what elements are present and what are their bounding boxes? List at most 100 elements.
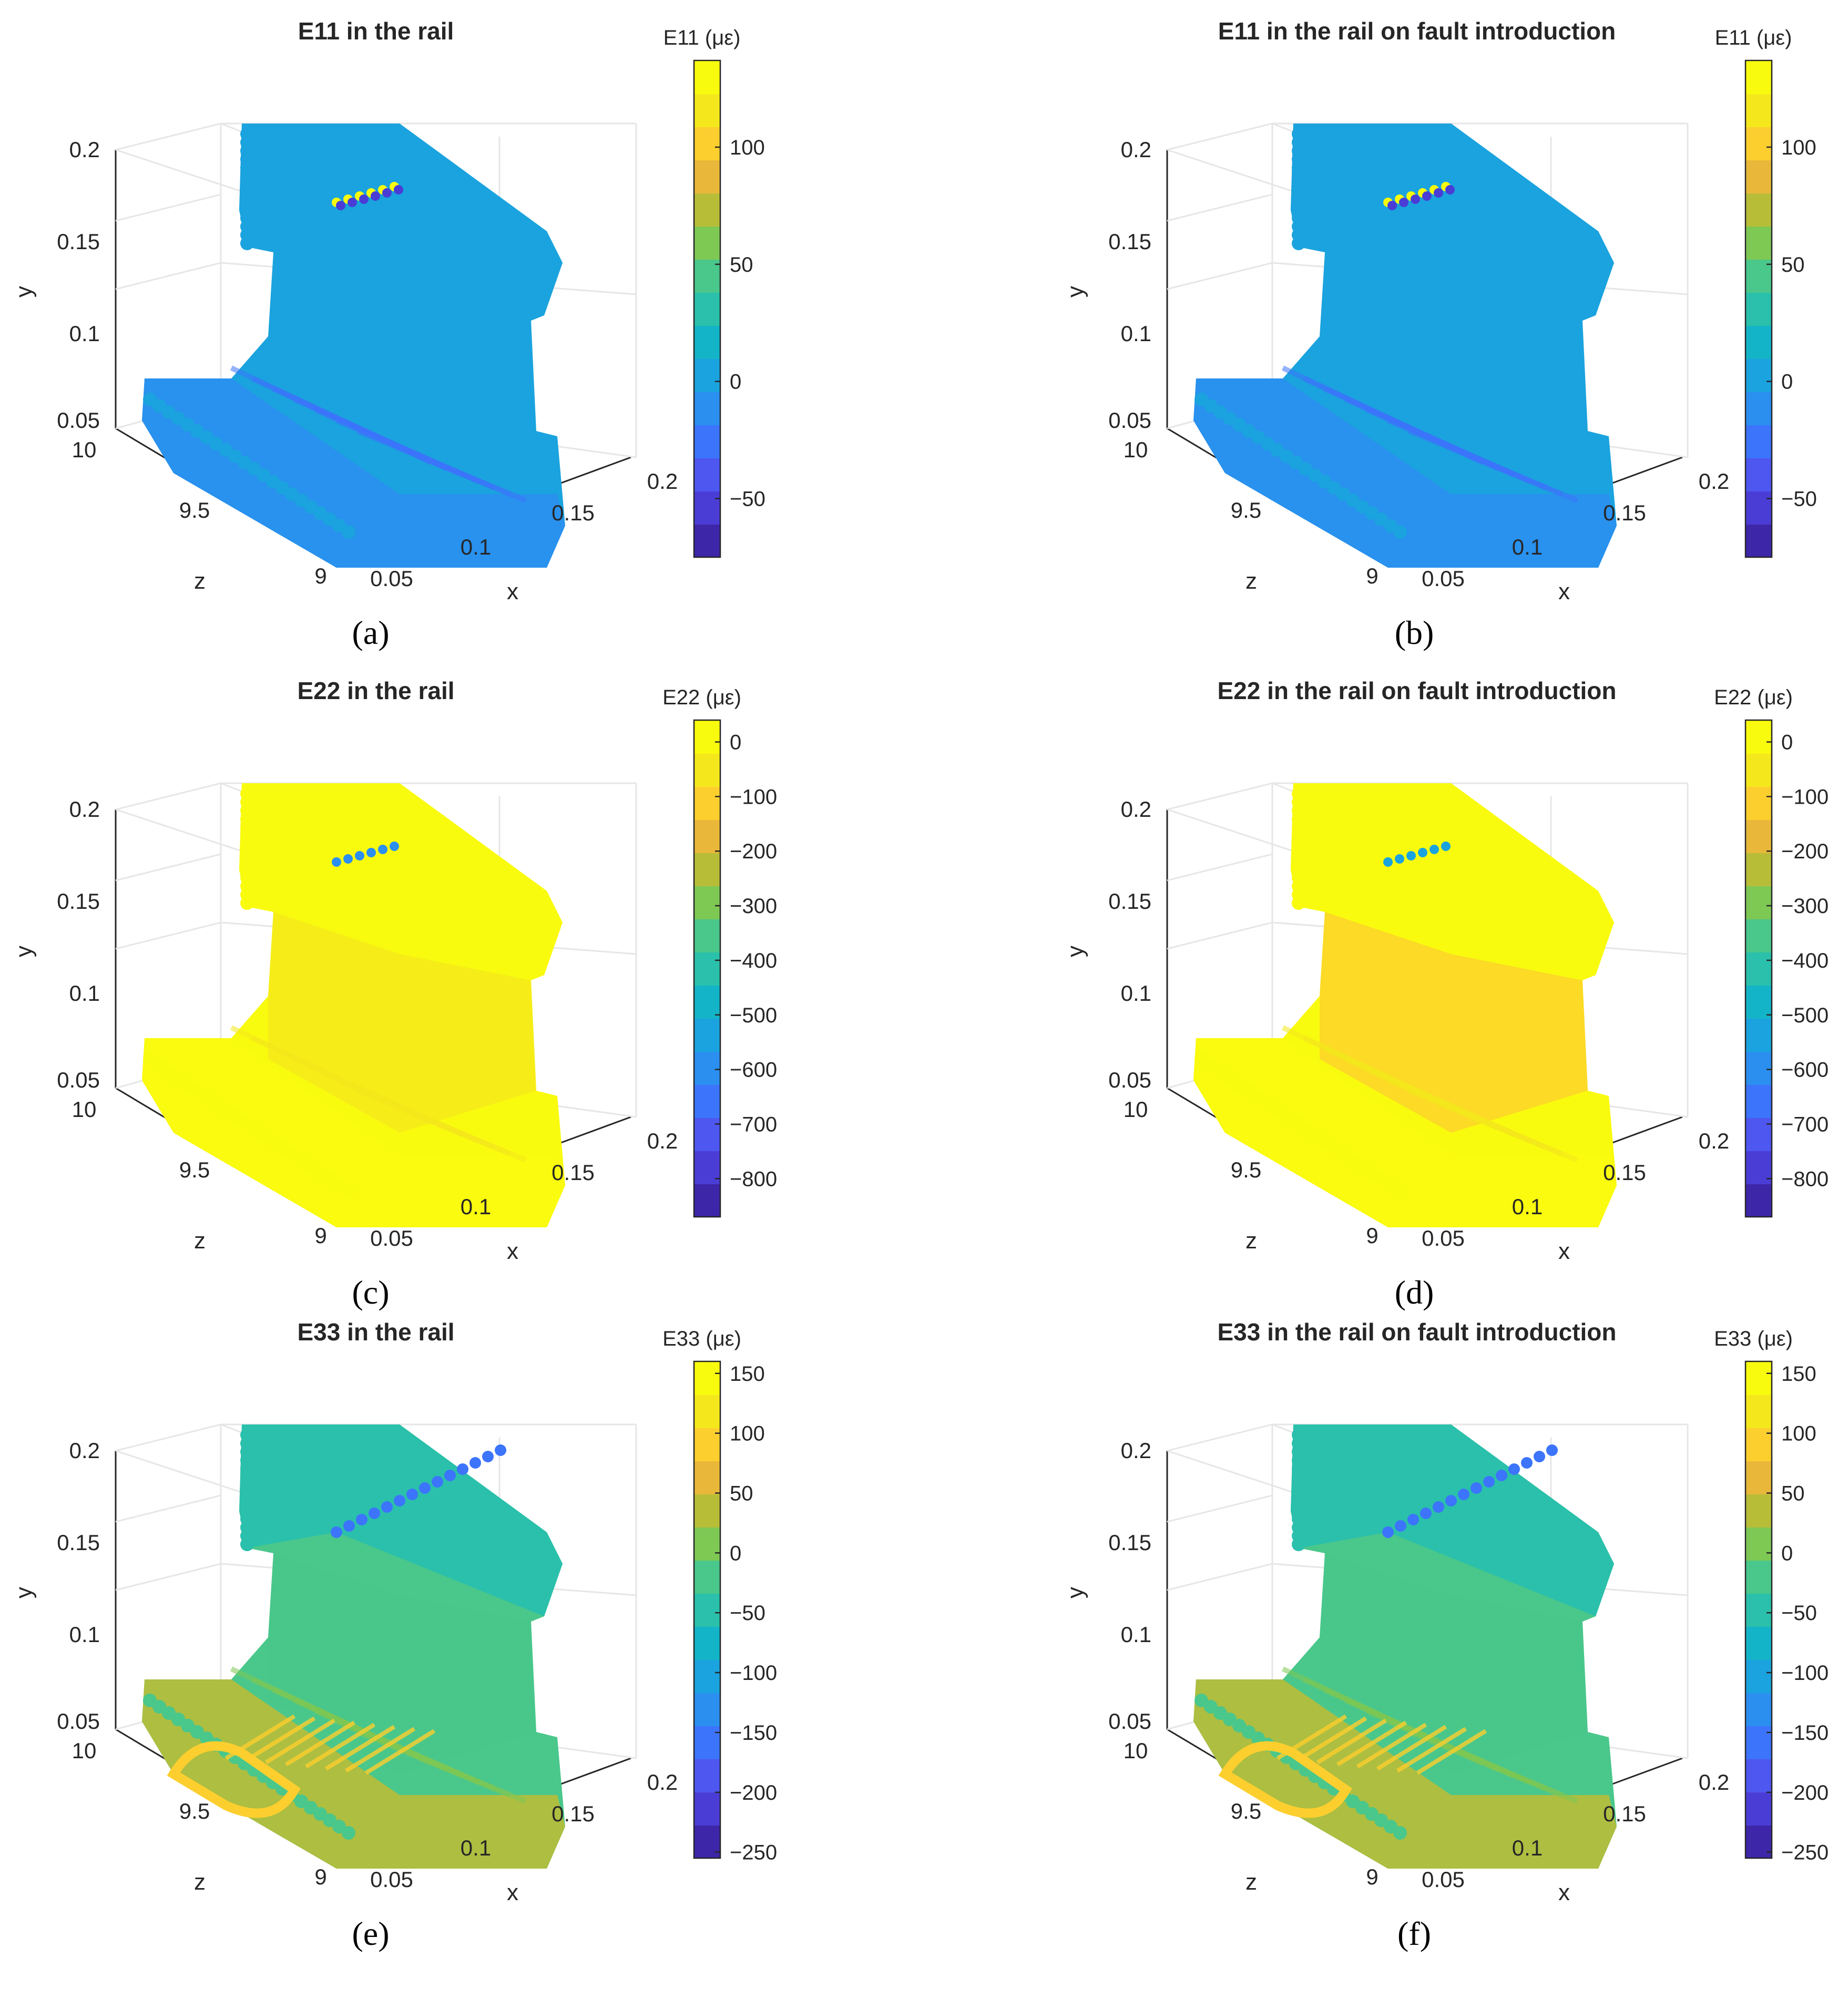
panel-b: E11 in the rail on fault introduction 0.2… [1063, 17, 1817, 651]
colorbar-segment [1745, 1527, 1772, 1561]
colorbar-segment [694, 1051, 720, 1085]
colorbar-tick-label: 150 [1781, 1362, 1816, 1386]
scatter-edge-point [1393, 1185, 1407, 1198]
x-tick-label: 0.2 [647, 469, 678, 494]
colorbar-segment [1745, 720, 1772, 754]
panel-title: E33 in the rail on fault introduction [1217, 1318, 1616, 1346]
hotspot-point [1422, 191, 1432, 201]
colorbar-tick-label: 150 [730, 1362, 765, 1386]
colorbar-tick-label: −300 [730, 895, 777, 918]
rail-head [1291, 1424, 1614, 1616]
panel-title: E11 in the rail on fault introduction [1218, 17, 1616, 45]
colorbar-segment [1745, 886, 1772, 919]
panel-title: E33 in the rail [297, 1318, 454, 1346]
y-axis-label: y [11, 286, 37, 298]
colorbar-segment [694, 1659, 720, 1693]
colorbar-segment [1745, 1726, 1772, 1759]
hotspot-point [432, 1476, 443, 1488]
hotspot-streak [1296, 1716, 1367, 1762]
x-tick-label: 0.1 [1512, 1836, 1543, 1860]
hotspot-point [1430, 845, 1439, 854]
z-tick-label: 10 [72, 1738, 97, 1763]
x-tick-label: 0.05 [1422, 1226, 1465, 1250]
hotspot-point [336, 201, 345, 210]
colorbar-segment [694, 1117, 720, 1151]
hotspot-point [356, 1514, 367, 1525]
colorbar-segment [1745, 1361, 1772, 1395]
colorbar-label: E22 (με) [1714, 686, 1793, 709]
colorbar-segment [1745, 60, 1772, 94]
hotspot-ring [1218, 1741, 1352, 1818]
colorbar-segment [694, 720, 720, 754]
colorbar-label: E22 (με) [662, 686, 741, 709]
rail-head [1291, 124, 1614, 315]
colorbar-tick-label: −50 [730, 488, 765, 511]
x-tick-label: 0.2 [1699, 469, 1729, 494]
colorbar-frame [693, 719, 721, 1218]
colorbar-segment [694, 1527, 720, 1561]
hotspot-point [1383, 857, 1393, 867]
colorbar-segment [1745, 1018, 1772, 1052]
colorbar-tick-label: 0 [730, 1542, 741, 1565]
z-tick-label: 10 [1124, 437, 1148, 462]
colorbar-segment [694, 1693, 720, 1726]
hotspot-point [457, 1463, 468, 1475]
colorbar-segment [1745, 160, 1772, 193]
colorbar: 150 100 50 0 −50 −100 −150 −200 −250 E33 (με) [1714, 1327, 1829, 1864]
rail-head [239, 783, 563, 975]
strain-streak [356, 1088, 527, 1163]
colorbar-segment [694, 1560, 720, 1594]
hotspot-streak [284, 1720, 356, 1767]
colorbar-segment [694, 60, 720, 94]
hotspot-point [366, 848, 376, 857]
colorbar: 0 −100 −200 −300 −400 −500 −600 −700 −800 E22 (με… [662, 686, 777, 1218]
hotspot-streak [364, 1729, 436, 1775]
y-tick-label: 0.05 [57, 1068, 100, 1092]
colorbar-segment [1745, 1184, 1772, 1217]
colorbar-segment [1745, 985, 1772, 1019]
colorbar-segment [1745, 919, 1772, 952]
scatter-edge-point [342, 1826, 355, 1840]
hotspot-point [394, 1495, 405, 1506]
hotspot-point [1411, 194, 1420, 204]
hotspot-point [369, 1508, 380, 1519]
hotspot-point [343, 1520, 355, 1532]
panel-label: (d) [1395, 1274, 1434, 1311]
colorbar-segment [694, 325, 720, 359]
hotspot-point [1395, 1520, 1406, 1532]
panel-label: (e) [352, 1915, 389, 1952]
hotspot-point [1418, 848, 1427, 857]
colorbar-tick-label: −400 [730, 949, 777, 972]
colorbar-tick-label: −600 [730, 1059, 777, 1082]
colorbar-segment [694, 425, 720, 458]
x-axis-label: x [1558, 1238, 1570, 1264]
y-tick-label: 0.05 [57, 1709, 100, 1734]
z-tick-label: 9.5 [179, 1799, 210, 1823]
panel-label: (f) [1397, 1915, 1431, 1952]
y-tick-label: 0.15 [1108, 1530, 1151, 1555]
scatter-edge-point [240, 896, 254, 910]
hotspot-point [1387, 201, 1397, 210]
colorbar-tick-label: 0 [1781, 371, 1793, 394]
hotspot-point [1407, 1514, 1419, 1525]
x-tick-label: 0.05 [370, 1867, 413, 1892]
colorbar-segment [694, 358, 720, 392]
colorbar-tick-label: −150 [1781, 1721, 1829, 1745]
colorbar-segment [1745, 853, 1772, 886]
colorbar-tick-label: 0 [1781, 731, 1793, 754]
y-tick-label: 0.2 [69, 137, 100, 162]
y-axis-label: y [11, 1587, 37, 1598]
strain-streak [1408, 1088, 1578, 1163]
colorbar-label: E33 (με) [1714, 1327, 1793, 1350]
colorbar-segment [1745, 94, 1772, 127]
colorbar-tick-label: −250 [730, 1841, 777, 1864]
hotspot-point [1471, 1482, 1482, 1494]
hotspot-point [359, 194, 369, 204]
colorbar-tick-label: −500 [730, 1004, 777, 1027]
rail-point-cloud [142, 783, 565, 1227]
colorbar-tick-label: −500 [1781, 1004, 1829, 1027]
z-tick-label: 9.5 [179, 1157, 210, 1182]
y-tick-label: 0.1 [69, 981, 100, 1006]
colorbar-tick-label: −150 [730, 1721, 777, 1745]
colorbar-tick-label: −100 [1781, 785, 1829, 808]
